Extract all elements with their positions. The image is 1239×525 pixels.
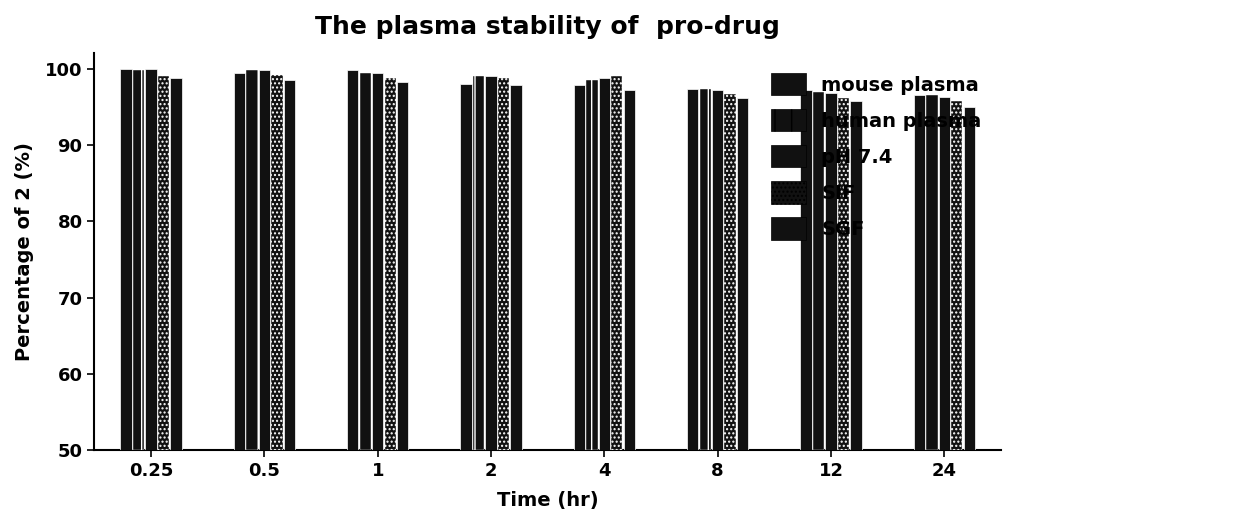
- Legend: mouse plasma, human plasma, pH 7.4, SIF, SGF: mouse plasma, human plasma, pH 7.4, SIF,…: [761, 63, 991, 249]
- Title: The plasma stability of  pro-drug: The plasma stability of pro-drug: [315, 15, 781, 39]
- Bar: [259, 70, 270, 450]
- Bar: [510, 86, 522, 450]
- Bar: [598, 78, 610, 450]
- Bar: [913, 96, 926, 450]
- Bar: [396, 82, 409, 450]
- Bar: [800, 90, 812, 450]
- Bar: [964, 107, 975, 450]
- Bar: [120, 69, 131, 450]
- Bar: [473, 76, 484, 450]
- Bar: [461, 84, 472, 450]
- Bar: [712, 90, 724, 450]
- Bar: [170, 78, 182, 450]
- Bar: [825, 93, 836, 450]
- Bar: [586, 80, 597, 450]
- Bar: [486, 76, 497, 450]
- Bar: [838, 98, 849, 450]
- Y-axis label: Percentage of 2 (%): Percentage of 2 (%): [15, 142, 33, 361]
- Bar: [157, 76, 170, 450]
- Bar: [145, 69, 157, 450]
- Bar: [623, 90, 634, 450]
- Bar: [347, 70, 358, 450]
- Bar: [813, 91, 824, 450]
- Bar: [247, 70, 258, 450]
- Bar: [384, 78, 395, 450]
- Bar: [271, 75, 282, 450]
- Bar: [688, 89, 699, 450]
- Bar: [133, 70, 144, 450]
- Bar: [284, 80, 295, 450]
- Bar: [939, 97, 950, 450]
- Bar: [927, 96, 938, 450]
- Bar: [574, 86, 585, 450]
- Bar: [850, 101, 861, 450]
- Bar: [737, 98, 748, 450]
- Bar: [498, 78, 509, 450]
- Bar: [234, 72, 245, 450]
- Bar: [725, 94, 736, 450]
- X-axis label: Time (hr): Time (hr): [497, 491, 598, 510]
- Bar: [611, 76, 622, 450]
- Bar: [952, 101, 963, 450]
- Bar: [700, 89, 711, 450]
- Bar: [372, 72, 383, 450]
- Bar: [359, 72, 370, 450]
